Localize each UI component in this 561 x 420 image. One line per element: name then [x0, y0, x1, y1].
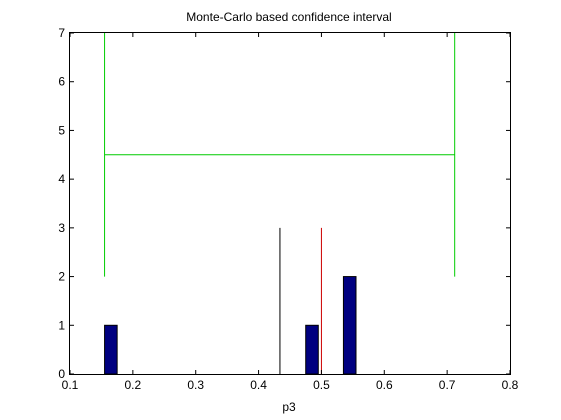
plot-area [70, 33, 511, 375]
x-tick-label: 0.2 [125, 378, 142, 392]
histogram-bar [306, 325, 319, 374]
x-tick-label: 0.5 [313, 378, 330, 392]
x-tick-label: 0.8 [502, 378, 519, 392]
x-axis-label: p3 [282, 400, 296, 414]
x-tick-label: 0.6 [376, 378, 393, 392]
y-tick-label: 6 [58, 75, 65, 89]
y-tick-label: 7 [58, 26, 65, 40]
y-tick-label: 3 [58, 221, 65, 235]
x-tick-label: 0.3 [187, 378, 204, 392]
histogram-bar [343, 277, 356, 374]
y-tick-label: 0 [58, 367, 65, 381]
y-tick-label: 2 [58, 270, 65, 284]
y-tick-label: 1 [58, 318, 65, 332]
x-tick-label: 0.4 [250, 378, 267, 392]
x-tick-label: 0.7 [439, 378, 456, 392]
chart-title: Monte-Carlo based confidence interval [186, 10, 391, 24]
histogram-bar [105, 325, 118, 374]
y-tick-label: 4 [58, 172, 65, 186]
y-tick-label: 5 [58, 123, 65, 137]
